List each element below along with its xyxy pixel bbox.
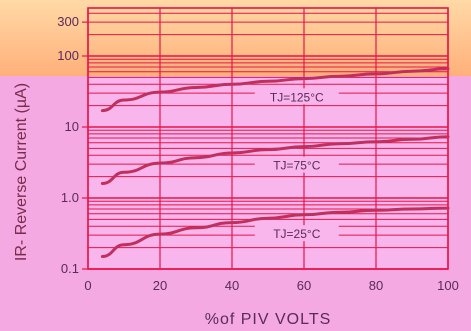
x-axis-label: %of PIV VOLTS — [205, 311, 332, 328]
y-tick-label: 0.1 — [61, 261, 79, 276]
plot-frame — [87, 7, 449, 270]
series-label-background — [254, 156, 339, 173]
y-axis-label: IR- Reverse Current (µA) — [13, 83, 30, 261]
x-tick-label: 60 — [297, 278, 311, 293]
series-line-2 — [100, 67, 450, 113]
x-tick-label: 0 — [84, 278, 91, 293]
top-band — [0, 0, 471, 76]
labels-layer: 0 20 40 60 80 100 0.1 1.0 10 100 300 TJ=25°C TJ=75°C… — [57, 14, 459, 293]
x-tick-label: 40 — [225, 278, 239, 293]
series-label-background — [254, 88, 339, 105]
x-tick-label: 80 — [369, 278, 383, 293]
series-layer — [100, 67, 450, 258]
series-line-1 — [100, 135, 450, 185]
y-tick-label: 1.0 — [61, 190, 79, 205]
x-tick-label: 100 — [437, 278, 459, 293]
series-label: TJ=25°C — [273, 227, 320, 241]
series-label: TJ=75°C — [273, 159, 320, 173]
series-label: TJ=125°C — [270, 90, 324, 104]
axes — [82, 7, 449, 270]
y-tick-label: 100 — [57, 48, 79, 63]
y-tick-label: 10 — [65, 119, 79, 134]
x-tick-label: 20 — [153, 278, 167, 293]
y-tick-label: 300 — [57, 14, 79, 29]
series-line-0 — [100, 206, 450, 258]
series-label-background — [254, 225, 339, 242]
